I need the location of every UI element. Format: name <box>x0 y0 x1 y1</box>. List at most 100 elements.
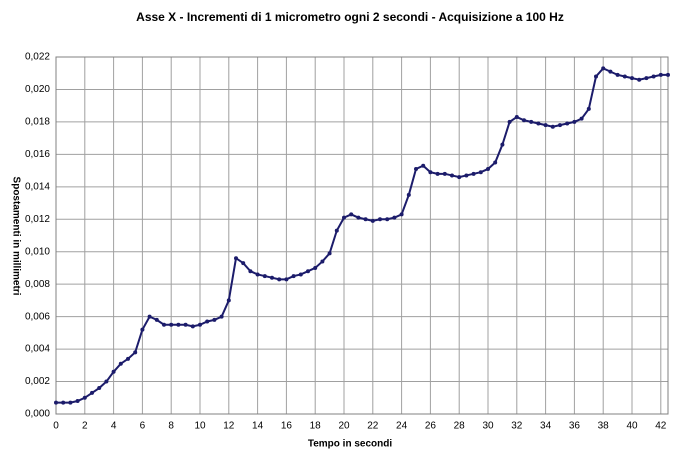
data-point <box>630 76 634 81</box>
data-point <box>68 400 73 405</box>
data-point <box>486 166 490 171</box>
x-tick-label: 8 <box>168 421 174 432</box>
y-tick-label: 0,016 <box>25 149 50 160</box>
x-tick-label: 18 <box>310 421 322 432</box>
data-point <box>414 166 418 171</box>
x-tick-label: 20 <box>338 421 350 432</box>
x-tick-label: 2 <box>82 421 88 432</box>
data-point <box>406 192 411 197</box>
data-point <box>565 121 570 126</box>
data-point <box>234 256 238 261</box>
data-point <box>385 217 390 222</box>
data-point <box>183 322 188 327</box>
y-tick-label: 0,022 <box>25 52 50 63</box>
data-point <box>219 314 224 319</box>
data-point <box>529 119 534 124</box>
data-point <box>75 399 80 404</box>
data-point <box>457 175 462 180</box>
data-point <box>428 170 433 175</box>
data-point <box>190 324 195 329</box>
data-point <box>543 123 548 128</box>
data-point <box>370 218 375 223</box>
data-point <box>586 106 591 111</box>
y-tick-label: 0,010 <box>25 246 50 257</box>
data-point <box>140 327 145 332</box>
data-point <box>514 115 519 120</box>
data-point <box>270 275 274 280</box>
data-point <box>550 124 555 129</box>
data-point <box>500 142 505 147</box>
data-point <box>615 72 620 77</box>
data-point <box>421 163 426 168</box>
x-tick-label: 22 <box>367 421 379 432</box>
data-point <box>342 215 346 220</box>
data-point <box>507 119 512 124</box>
data-point <box>147 314 152 319</box>
y-tick-label: 0,006 <box>25 311 50 322</box>
y-tick-label: 0,002 <box>25 376 50 387</box>
x-tick-label: 42 <box>655 421 667 432</box>
x-tick-label: 40 <box>626 421 638 432</box>
data-point <box>622 74 627 79</box>
x-tick-label: 32 <box>511 421 523 432</box>
data-point <box>90 390 94 395</box>
data-point <box>118 361 123 366</box>
data-point <box>104 379 109 384</box>
data-point <box>594 74 598 79</box>
data-point <box>97 386 102 391</box>
x-tick-label: 24 <box>396 421 408 432</box>
data-point <box>399 212 404 217</box>
data-point <box>608 69 613 74</box>
data-point <box>637 77 642 82</box>
data-point <box>572 119 577 124</box>
data-point <box>601 66 606 71</box>
data-point <box>378 217 382 222</box>
data-point <box>522 118 526 123</box>
x-tick-label: 30 <box>482 421 494 432</box>
data-point <box>291 274 296 279</box>
data-point <box>356 215 361 220</box>
data-point <box>478 170 483 175</box>
x-tick-label: 10 <box>194 421 206 432</box>
data-point <box>284 277 289 282</box>
y-tick-label: 0,004 <box>25 344 50 355</box>
data-point <box>442 171 447 176</box>
data-point <box>471 171 476 176</box>
data-point <box>54 400 58 405</box>
data-point <box>313 265 318 270</box>
data-point <box>198 322 202 327</box>
data-point <box>392 215 397 220</box>
y-tick-label: 0,014 <box>25 181 50 192</box>
data-point <box>651 74 656 79</box>
x-tick-label: 0 <box>53 421 59 432</box>
data-point <box>262 274 267 279</box>
data-point <box>450 173 454 178</box>
x-tick-label: 26 <box>425 421 437 432</box>
data-point <box>226 298 231 303</box>
data-point <box>176 322 181 327</box>
data-point <box>644 76 649 81</box>
x-tick-label: 4 <box>111 421 117 432</box>
data-point <box>464 173 469 178</box>
data-point <box>241 261 246 266</box>
data-point <box>306 269 310 274</box>
data-point <box>162 322 166 327</box>
data-point <box>666 72 670 77</box>
x-tick-label: 36 <box>569 421 581 432</box>
plot-border <box>55 56 669 415</box>
data-point <box>277 277 282 282</box>
data-point <box>558 123 562 128</box>
x-tick-label: 16 <box>281 421 293 432</box>
x-tick-label: 34 <box>540 421 552 432</box>
y-tick-label: 0,000 <box>25 409 50 420</box>
data-point <box>327 251 332 256</box>
data-point <box>320 259 325 264</box>
x-tick-label: 38 <box>598 421 610 432</box>
data-point <box>212 317 217 322</box>
data-point <box>169 322 174 327</box>
x-tick-label: 28 <box>454 421 466 432</box>
data-point <box>349 212 354 217</box>
data-point <box>298 272 303 277</box>
data-point <box>579 116 584 121</box>
